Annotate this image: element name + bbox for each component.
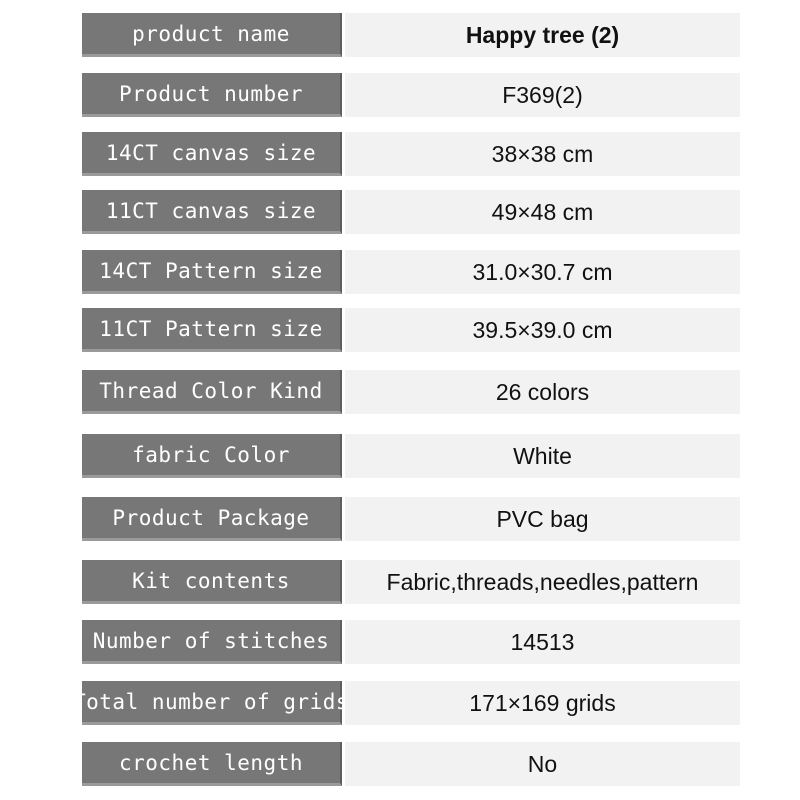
row-value: 49×48 cm bbox=[345, 190, 740, 234]
row-label: fabric Color bbox=[82, 434, 342, 478]
row-value: 26 colors bbox=[345, 370, 740, 414]
row-value: Happy tree (2) bbox=[345, 13, 740, 57]
row-value: 31.0×30.7 cm bbox=[345, 250, 740, 294]
row-label: 11CT canvas size bbox=[82, 190, 342, 234]
row-value: 38×38 cm bbox=[345, 132, 740, 176]
row-value: No bbox=[345, 742, 740, 786]
row-value: F369(2) bbox=[345, 73, 740, 117]
row-value: Fabric,threads,needles,pattern bbox=[345, 560, 740, 604]
row-label: Product Package bbox=[82, 497, 342, 541]
row-value: 171×169 grids bbox=[345, 681, 740, 725]
row-label: 14CT canvas size bbox=[82, 132, 342, 176]
row-label: 11CT Pattern size bbox=[82, 308, 342, 352]
row-value: 39.5×39.0 cm bbox=[345, 308, 740, 352]
row-label: product name bbox=[82, 13, 342, 57]
row-label: 14CT Pattern size bbox=[82, 250, 342, 294]
row-label: Total number of grids bbox=[73, 681, 349, 725]
row-label: Product number bbox=[82, 73, 342, 117]
row-label: Thread Color Kind bbox=[82, 370, 342, 414]
row-label: crochet length bbox=[82, 742, 342, 786]
row-value: White bbox=[345, 434, 740, 478]
row-value: 14513 bbox=[345, 620, 740, 664]
row-label: Kit contents bbox=[82, 560, 342, 604]
row-label: Number of stitches bbox=[82, 620, 342, 664]
row-value: PVC bag bbox=[345, 497, 740, 541]
